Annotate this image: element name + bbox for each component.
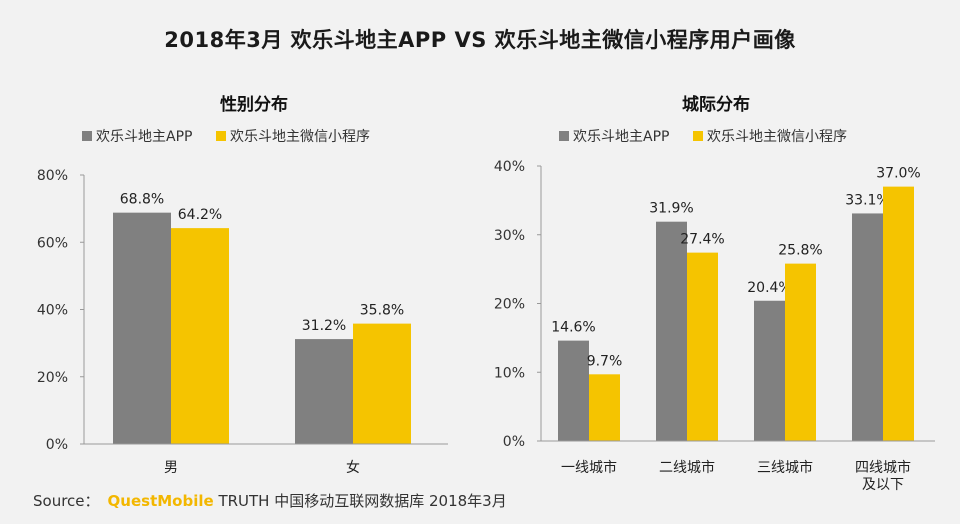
chart2-bar-4-1	[852, 213, 883, 441]
chart2-legend-label-1: 欢乐斗地主APP	[573, 129, 669, 145]
chart2-bar-1-2	[589, 374, 620, 441]
chart2-y-tick-label-3: 30%	[494, 228, 525, 244]
chart2-category-label-4-2: 及以下	[862, 477, 904, 493]
chart2-bar-2-1	[656, 221, 687, 441]
main-title: 2018年3月 欢乐斗地主APP VS 欢乐斗地主微信小程序用户画像	[164, 28, 796, 52]
chart2-bar-1-1	[558, 340, 589, 441]
chart1-legend-swatch-2	[216, 131, 226, 141]
chart2-y-tick-label-1: 10%	[494, 365, 525, 381]
chart2-category-label-2: 二线城市	[659, 459, 715, 476]
chart2-bar-4-2	[883, 186, 914, 441]
chart2-bar-3-2	[785, 263, 816, 441]
chart1-legend-swatch-1	[82, 131, 92, 141]
chart1-data-label-2-2: 35.8%	[360, 303, 404, 319]
chart1-y-tick-label-3: 60%	[37, 235, 68, 251]
chart1-legend-label-1: 欢乐斗地主APP	[96, 129, 192, 145]
chart1-title: 性别分布	[220, 94, 288, 115]
chart1-y-tick-label-0: 0%	[46, 437, 68, 453]
chart2-data-label-3-1: 20.4%	[747, 280, 791, 296]
chart2-bar-3-1	[754, 300, 785, 441]
chart2-data-label-1-1: 14.6%	[551, 320, 595, 336]
source-rest: TRUTH 中国移动互联网数据库 2018年3月	[213, 492, 507, 510]
chart2-data-label-2-1: 31.9%	[649, 201, 693, 217]
chart2-category-label-4-1: 四线城市	[855, 459, 911, 476]
chart2-legend-label-2: 欢乐斗地主微信小程序	[707, 129, 847, 145]
chart2-legend-swatch-2	[693, 131, 703, 141]
chart2-y-tick-label-4: 40%	[494, 159, 525, 175]
chart2-data-label-2-2: 27.4%	[680, 232, 724, 248]
chart2-category-label-1: 一线城市	[561, 459, 617, 476]
chart1-category-label-2: 女	[346, 459, 360, 476]
chart1-bar-1-2	[171, 228, 229, 444]
chart2-category-label-3: 三线城市	[757, 459, 813, 476]
chart1-y-tick-label-4: 80%	[37, 168, 68, 184]
chart1-data-label-1-1: 68.8%	[120, 192, 164, 208]
chart2-y-tick-label-0: 0%	[503, 434, 525, 450]
chart1-bar-2-1	[295, 339, 353, 444]
chart2-data-label-4-1: 33.1%	[845, 192, 889, 208]
chart2-bar-2-2	[687, 252, 718, 441]
chart1-data-label-1-2: 64.2%	[178, 207, 222, 223]
chart1-legend-label-2: 欢乐斗地主微信小程序	[230, 129, 370, 145]
source-brand: QuestMobile	[107, 492, 214, 510]
chart2-y-tick-label-2: 20%	[494, 297, 525, 313]
chart2-title: 城际分布	[682, 94, 750, 115]
chart1-bar-2-2	[353, 323, 411, 444]
chart2-data-label-4-2: 37.0%	[876, 166, 920, 182]
chart2-data-label-1-2: 9.7%	[587, 353, 623, 369]
chart2-data-label-3-2: 25.8%	[778, 243, 822, 259]
chart1-category-label-1: 男	[164, 460, 178, 476]
chart1-y-tick-label-2: 40%	[37, 303, 68, 319]
chart1-bar-1-1	[113, 212, 171, 444]
chart1-y-tick-label-1: 20%	[37, 370, 68, 386]
chart1-data-label-2-1: 31.2%	[302, 318, 346, 334]
source-prefix: Source：	[33, 492, 100, 510]
chart2-legend-swatch-1	[559, 131, 569, 141]
source-note: Source： QuestMobile TRUTH 中国移动互联网数据库 2018…	[33, 490, 507, 511]
